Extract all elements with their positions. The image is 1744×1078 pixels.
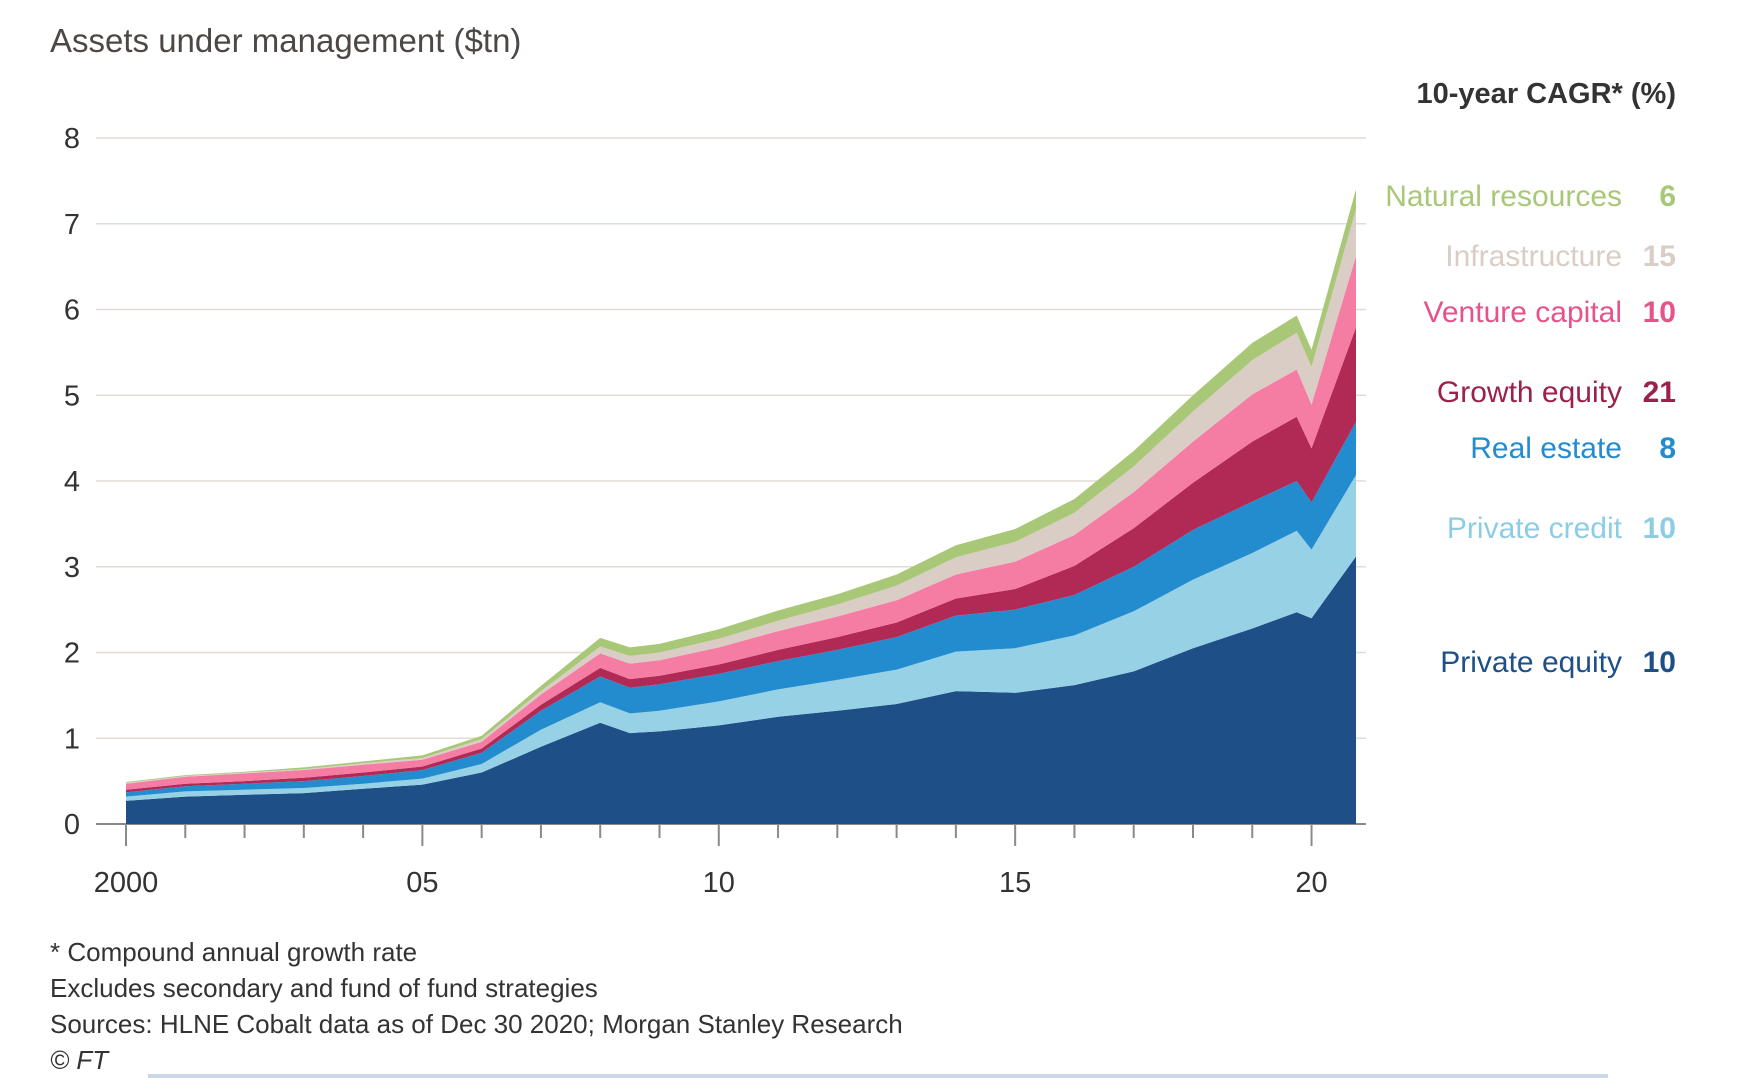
area-venture-capital — [126, 256, 1356, 790]
y-tick-label: 4 — [64, 466, 80, 498]
y-tick-label: 1 — [64, 723, 80, 755]
legend-item-private-equity: Private equity 10 — [1440, 646, 1676, 680]
legend-cagr: 8 — [1659, 432, 1676, 465]
legend-cagr: 21 — [1642, 376, 1676, 409]
legend-cagr: 10 — [1642, 296, 1676, 329]
legend-label: Real estate — [1470, 432, 1622, 465]
area-growth-equity — [126, 327, 1356, 793]
y-tick-label: 6 — [64, 295, 80, 327]
legend-item-real-estate: Real estate 8 — [1470, 432, 1676, 466]
legend-item-infrastructure: Infrastructure 15 — [1445, 240, 1676, 274]
copyright-ft: © FT — [50, 1045, 109, 1075]
legend-item-venture-capital: Venture capital 10 — [1424, 296, 1676, 330]
legend-header: 10-year CAGR* (%) — [1416, 78, 1676, 110]
y-tick-label: 5 — [64, 380, 80, 412]
source-note: Sources: HLNE Cobalt data as of Dec 30 2… — [50, 1009, 903, 1039]
area-private-credit — [126, 475, 1356, 801]
legend-label: Growth equity — [1436, 376, 1622, 409]
footnote-excludes: Excludes secondary and fund of fund stra… — [50, 973, 598, 1003]
x-tick-label: 10 — [703, 867, 735, 899]
legend-label: Private equity — [1440, 646, 1622, 679]
footnote-cagr: * Compound annual growth rate — [50, 937, 418, 967]
legend-label: Natural resources — [1385, 180, 1622, 213]
chart-title: Assets under management ($tn) — [50, 22, 522, 59]
legend-label: Private credit — [1446, 512, 1622, 545]
y-tick-label: 0 — [64, 809, 80, 841]
x-tick-label: 20 — [1295, 867, 1327, 899]
area-private-equity — [126, 556, 1356, 824]
y-tick-label: 2 — [64, 638, 80, 670]
y-tick-label: 8 — [64, 123, 80, 155]
legend-cagr: 6 — [1659, 180, 1676, 213]
y-axis: 0 1 2 3 4 5 6 7 8 — [64, 123, 80, 841]
chart-notes: * Compound annual growth rate Excludes s… — [50, 934, 903, 1078]
legend-item-private-credit: Private credit 10 — [1447, 512, 1676, 546]
y-tick-label: 7 — [64, 209, 80, 241]
x-tick-label: 2000 — [94, 867, 159, 899]
x-tick-label: 05 — [406, 867, 438, 899]
bottom-rule — [148, 1074, 1608, 1078]
legend-item-growth-equity: Growth equity 21 — [1437, 376, 1676, 410]
x-tick-label: 15 — [999, 867, 1031, 899]
x-axis: 2000 05 10 15 20 — [94, 824, 1328, 899]
area-layers — [126, 189, 1356, 824]
legend-label: Venture capital — [1423, 296, 1622, 329]
legend-cagr: 10 — [1642, 512, 1676, 545]
legend-cagr: 15 — [1642, 240, 1676, 273]
legend-item-natural-resources: Natural resources 6 — [1385, 180, 1676, 214]
y-tick-label: 3 — [64, 552, 80, 584]
legend-label: Infrastructure — [1445, 240, 1622, 273]
area-real-estate — [126, 421, 1356, 797]
area-infrastructure — [126, 209, 1356, 784]
legend-cagr: 10 — [1642, 646, 1676, 679]
